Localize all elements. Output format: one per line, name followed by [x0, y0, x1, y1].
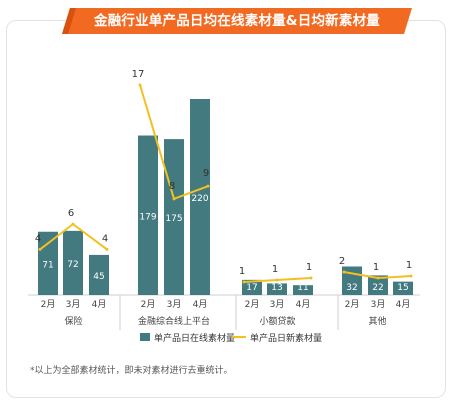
bar — [190, 99, 210, 295]
group-label: 其他 — [368, 315, 386, 327]
line-point — [38, 247, 42, 251]
line-point — [309, 276, 313, 280]
month-tick-label: 4月 — [296, 299, 311, 310]
line-value-label: 2 — [339, 256, 345, 267]
bar — [242, 279, 262, 295]
bar-value-label: 45 — [93, 272, 104, 282]
bar — [138, 135, 158, 295]
bar — [164, 139, 184, 295]
bar-value-label: 32 — [346, 283, 357, 293]
bar — [89, 254, 109, 295]
line-value-label: 1 — [306, 262, 312, 273]
month-tick-label: 2月 — [141, 299, 156, 310]
line-value-label: 1 — [406, 260, 412, 271]
bar — [393, 281, 413, 295]
line-point — [172, 197, 176, 201]
line-point — [105, 247, 109, 251]
bar-value-label: 71 — [42, 260, 53, 270]
month-tick-label: 4月 — [193, 299, 208, 310]
legend-label-line: 单产品日新素材量 — [250, 332, 322, 344]
line-point — [138, 83, 142, 87]
line-point — [71, 222, 75, 226]
bar-value-label: 22 — [372, 283, 383, 293]
bar-value-label: 17 — [246, 283, 257, 293]
group-label: 小额贷款 — [259, 315, 295, 327]
line-value-label: 6 — [68, 208, 74, 219]
bar — [63, 230, 83, 295]
bar — [267, 283, 287, 295]
month-tick-label: 4月 — [92, 299, 107, 310]
line-point — [275, 278, 279, 282]
bar-value-label: 179 — [139, 212, 156, 222]
line-point — [242, 280, 246, 284]
line-value-label: 1 — [239, 266, 245, 277]
line-value-label: 17 — [132, 69, 145, 80]
month-tick-label: 3月 — [270, 299, 285, 310]
group-label: 金融综合线上平台 — [138, 315, 210, 327]
month-tick-label: 3月 — [371, 299, 386, 310]
month-tick-label: 3月 — [66, 299, 81, 310]
bar — [293, 285, 313, 295]
month-tick-label: 3月 — [167, 299, 182, 310]
line-value-label: 1 — [373, 262, 379, 273]
chart-title: 金融行业单产品日均在线素材量&日均新素材量 — [94, 13, 380, 29]
line-point — [342, 270, 346, 274]
month-tick-label: 4月 — [396, 299, 411, 310]
legend-swatch-bar — [140, 333, 150, 341]
footnote: *以上为全部素材统计，即未对素材进行去重统计。 — [30, 366, 233, 376]
bar — [368, 275, 388, 295]
bar-value-label: 220 — [191, 194, 208, 204]
line-value-label: 1 — [272, 264, 278, 275]
line-point — [206, 184, 210, 188]
month-tick-label: 2月 — [245, 299, 260, 310]
group-label: 保险 — [64, 315, 82, 327]
line-value-label: 9 — [203, 168, 209, 179]
line-point — [409, 274, 413, 278]
bar-value-label: 72 — [67, 260, 78, 270]
line-value-label: 4 — [35, 233, 41, 244]
line-value-label: 4 — [102, 233, 108, 244]
legend-label-bar: 单产品日在线素材量 — [154, 332, 235, 344]
bar-value-label: 15 — [397, 283, 408, 293]
title-banner — [62, 8, 412, 34]
month-tick-label: 2月 — [345, 299, 360, 310]
chart-card — [6, 20, 446, 398]
bar-value-label: 13 — [271, 283, 282, 293]
bar-value-label: 11 — [297, 283, 308, 293]
line-value-label: 8 — [169, 181, 175, 192]
bar-value-label: 175 — [165, 214, 182, 224]
line-point — [376, 276, 380, 280]
month-tick-label: 2月 — [41, 299, 56, 310]
